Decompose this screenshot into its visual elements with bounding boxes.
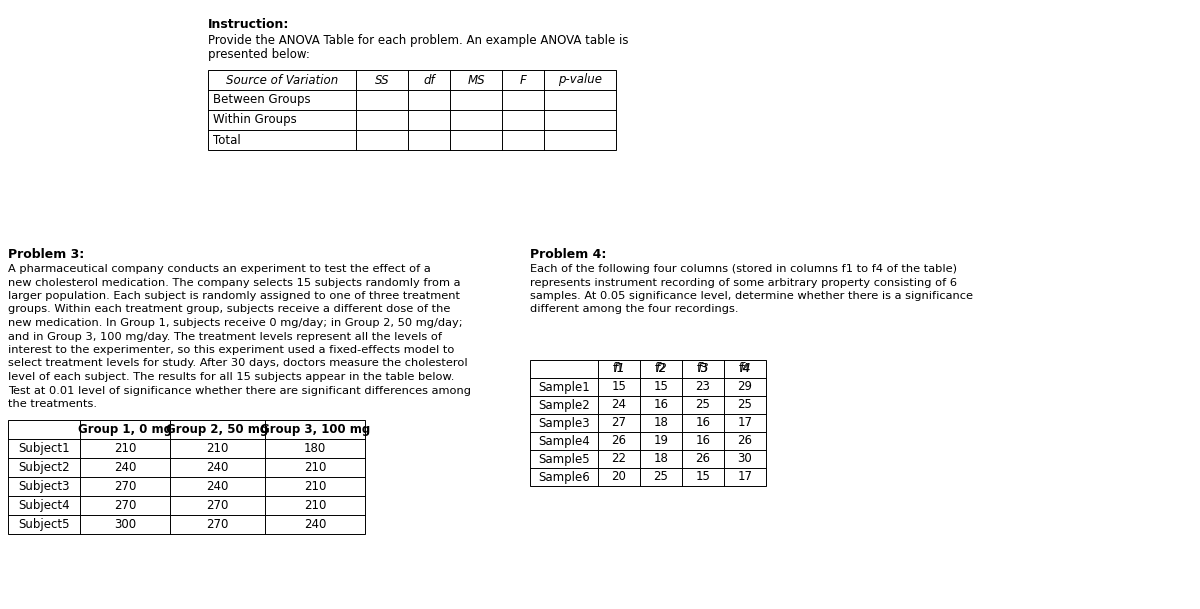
Text: new cholesterol medication. The company selects 15 subjects randomly from a: new cholesterol medication. The company … xyxy=(8,278,461,287)
Text: Problem 3:: Problem 3: xyxy=(8,248,84,261)
Text: 270: 270 xyxy=(206,518,229,531)
Text: Within Groups: Within Groups xyxy=(214,113,296,127)
Text: 26: 26 xyxy=(696,452,710,465)
Text: Sample4: Sample4 xyxy=(538,434,590,448)
Text: f1: f1 xyxy=(613,362,625,376)
Text: 19: 19 xyxy=(654,434,668,448)
Bar xyxy=(208,70,616,150)
Text: Sample1: Sample1 xyxy=(538,381,590,393)
Text: 17: 17 xyxy=(738,417,752,429)
Text: 22: 22 xyxy=(612,452,626,465)
Text: df: df xyxy=(424,74,434,86)
Text: Sample3: Sample3 xyxy=(538,417,590,429)
Text: 20: 20 xyxy=(612,471,626,484)
Text: 16: 16 xyxy=(654,398,668,412)
Text: f1: f1 xyxy=(613,362,625,376)
Text: Subject4: Subject4 xyxy=(18,499,70,512)
Text: Sample5: Sample5 xyxy=(538,452,590,465)
Text: 17: 17 xyxy=(738,471,752,484)
Text: 15: 15 xyxy=(612,381,626,393)
Text: 16: 16 xyxy=(696,434,710,448)
Text: 240: 240 xyxy=(206,480,229,493)
Text: 25: 25 xyxy=(738,398,752,412)
Text: 300: 300 xyxy=(114,518,136,531)
Text: Subject2: Subject2 xyxy=(18,461,70,474)
Bar xyxy=(8,420,365,534)
Text: 270: 270 xyxy=(114,499,136,512)
Text: Group 1, 0 mg: Group 1, 0 mg xyxy=(78,423,172,436)
Text: represents instrument recording of some arbitrary property consisting of 6: represents instrument recording of some … xyxy=(530,278,958,287)
Text: Sample2: Sample2 xyxy=(538,398,590,412)
Text: 210: 210 xyxy=(304,499,326,512)
Text: and in Group 3, 100 mg/day. The treatment levels represent all the levels of: and in Group 3, 100 mg/day. The treatmen… xyxy=(8,331,442,342)
Text: Subject3: Subject3 xyxy=(18,480,70,493)
Text: f3: f3 xyxy=(697,362,709,376)
Bar xyxy=(530,360,766,486)
Text: 30: 30 xyxy=(738,452,752,465)
Text: level of each subject. The results for all 15 subjects appear in the table below: level of each subject. The results for a… xyxy=(8,372,455,382)
Text: 26: 26 xyxy=(612,434,626,448)
Text: groups. Within each treatment group, subjects receive a different dose of the: groups. Within each treatment group, sub… xyxy=(8,304,450,314)
Text: new medication. In Group 1, subjects receive 0 mg/day; in Group 2, 50 mg/day;: new medication. In Group 1, subjects rec… xyxy=(8,318,463,328)
Text: f4: f4 xyxy=(739,362,751,376)
Text: p-value: p-value xyxy=(558,74,602,86)
Text: A pharmaceutical company conducts an experiment to test the effect of a: A pharmaceutical company conducts an exp… xyxy=(8,264,431,274)
Text: 210: 210 xyxy=(304,480,326,493)
Text: f2: f2 xyxy=(655,362,667,376)
Text: Instruction:: Instruction: xyxy=(208,18,289,31)
Text: 15: 15 xyxy=(654,381,668,393)
Text: 23: 23 xyxy=(696,381,710,393)
Text: 25: 25 xyxy=(654,471,668,484)
Text: 270: 270 xyxy=(206,499,229,512)
Text: 16: 16 xyxy=(696,417,710,429)
Text: 18: 18 xyxy=(654,452,668,465)
Text: Group 3, 100 mg: Group 3, 100 mg xyxy=(260,423,370,436)
Text: Group 2, 50 mg: Group 2, 50 mg xyxy=(167,423,269,436)
Text: Subject1: Subject1 xyxy=(18,442,70,455)
Text: presented below:: presented below: xyxy=(208,48,310,61)
Text: SS: SS xyxy=(374,74,389,86)
Text: 29: 29 xyxy=(738,381,752,393)
Text: Total: Total xyxy=(214,133,241,147)
Text: 180: 180 xyxy=(304,442,326,455)
Text: 24: 24 xyxy=(612,398,626,412)
Text: 210: 210 xyxy=(304,461,326,474)
Text: 240: 240 xyxy=(304,518,326,531)
Text: samples. At 0.05 significance level, determine whether there is a significance: samples. At 0.05 significance level, det… xyxy=(530,291,973,301)
Text: 15: 15 xyxy=(696,471,710,484)
Text: Sample6: Sample6 xyxy=(538,471,590,484)
Text: different among the four recordings.: different among the four recordings. xyxy=(530,304,738,314)
Text: Test at 0.01 level of significance whether there are significant differences amo: Test at 0.01 level of significance wheth… xyxy=(8,385,470,395)
Text: 240: 240 xyxy=(114,461,136,474)
Text: 240: 240 xyxy=(206,461,229,474)
Text: f4: f4 xyxy=(739,362,751,376)
Text: Provide the ANOVA Table for each problem. An example ANOVA table is: Provide the ANOVA Table for each problem… xyxy=(208,34,629,47)
Text: Between Groups: Between Groups xyxy=(214,94,311,107)
Text: 210: 210 xyxy=(114,442,136,455)
Text: select treatment levels for study. After 30 days, doctors measure the cholestero: select treatment levels for study. After… xyxy=(8,359,468,368)
Text: F: F xyxy=(520,74,527,86)
Text: 26: 26 xyxy=(738,434,752,448)
Text: larger population. Each subject is randomly assigned to one of three treatment: larger population. Each subject is rando… xyxy=(8,291,460,301)
Text: 18: 18 xyxy=(654,417,668,429)
Text: 25: 25 xyxy=(696,398,710,412)
Text: f3: f3 xyxy=(697,362,709,376)
Text: 27: 27 xyxy=(612,417,626,429)
Text: 210: 210 xyxy=(206,442,229,455)
Text: 270: 270 xyxy=(114,480,136,493)
Text: interest to the experimenter, so this experiment used a fixed-effects model to: interest to the experimenter, so this ex… xyxy=(8,345,455,355)
Text: Problem 4:: Problem 4: xyxy=(530,248,606,261)
Text: f2: f2 xyxy=(655,362,667,376)
Text: the treatments.: the treatments. xyxy=(8,399,97,409)
Text: Subject5: Subject5 xyxy=(18,518,70,531)
Text: Source of Variation: Source of Variation xyxy=(226,74,338,86)
Text: MS: MS xyxy=(467,74,485,86)
Text: Each of the following four columns (stored in columns f1 to f4 of the table): Each of the following four columns (stor… xyxy=(530,264,958,274)
